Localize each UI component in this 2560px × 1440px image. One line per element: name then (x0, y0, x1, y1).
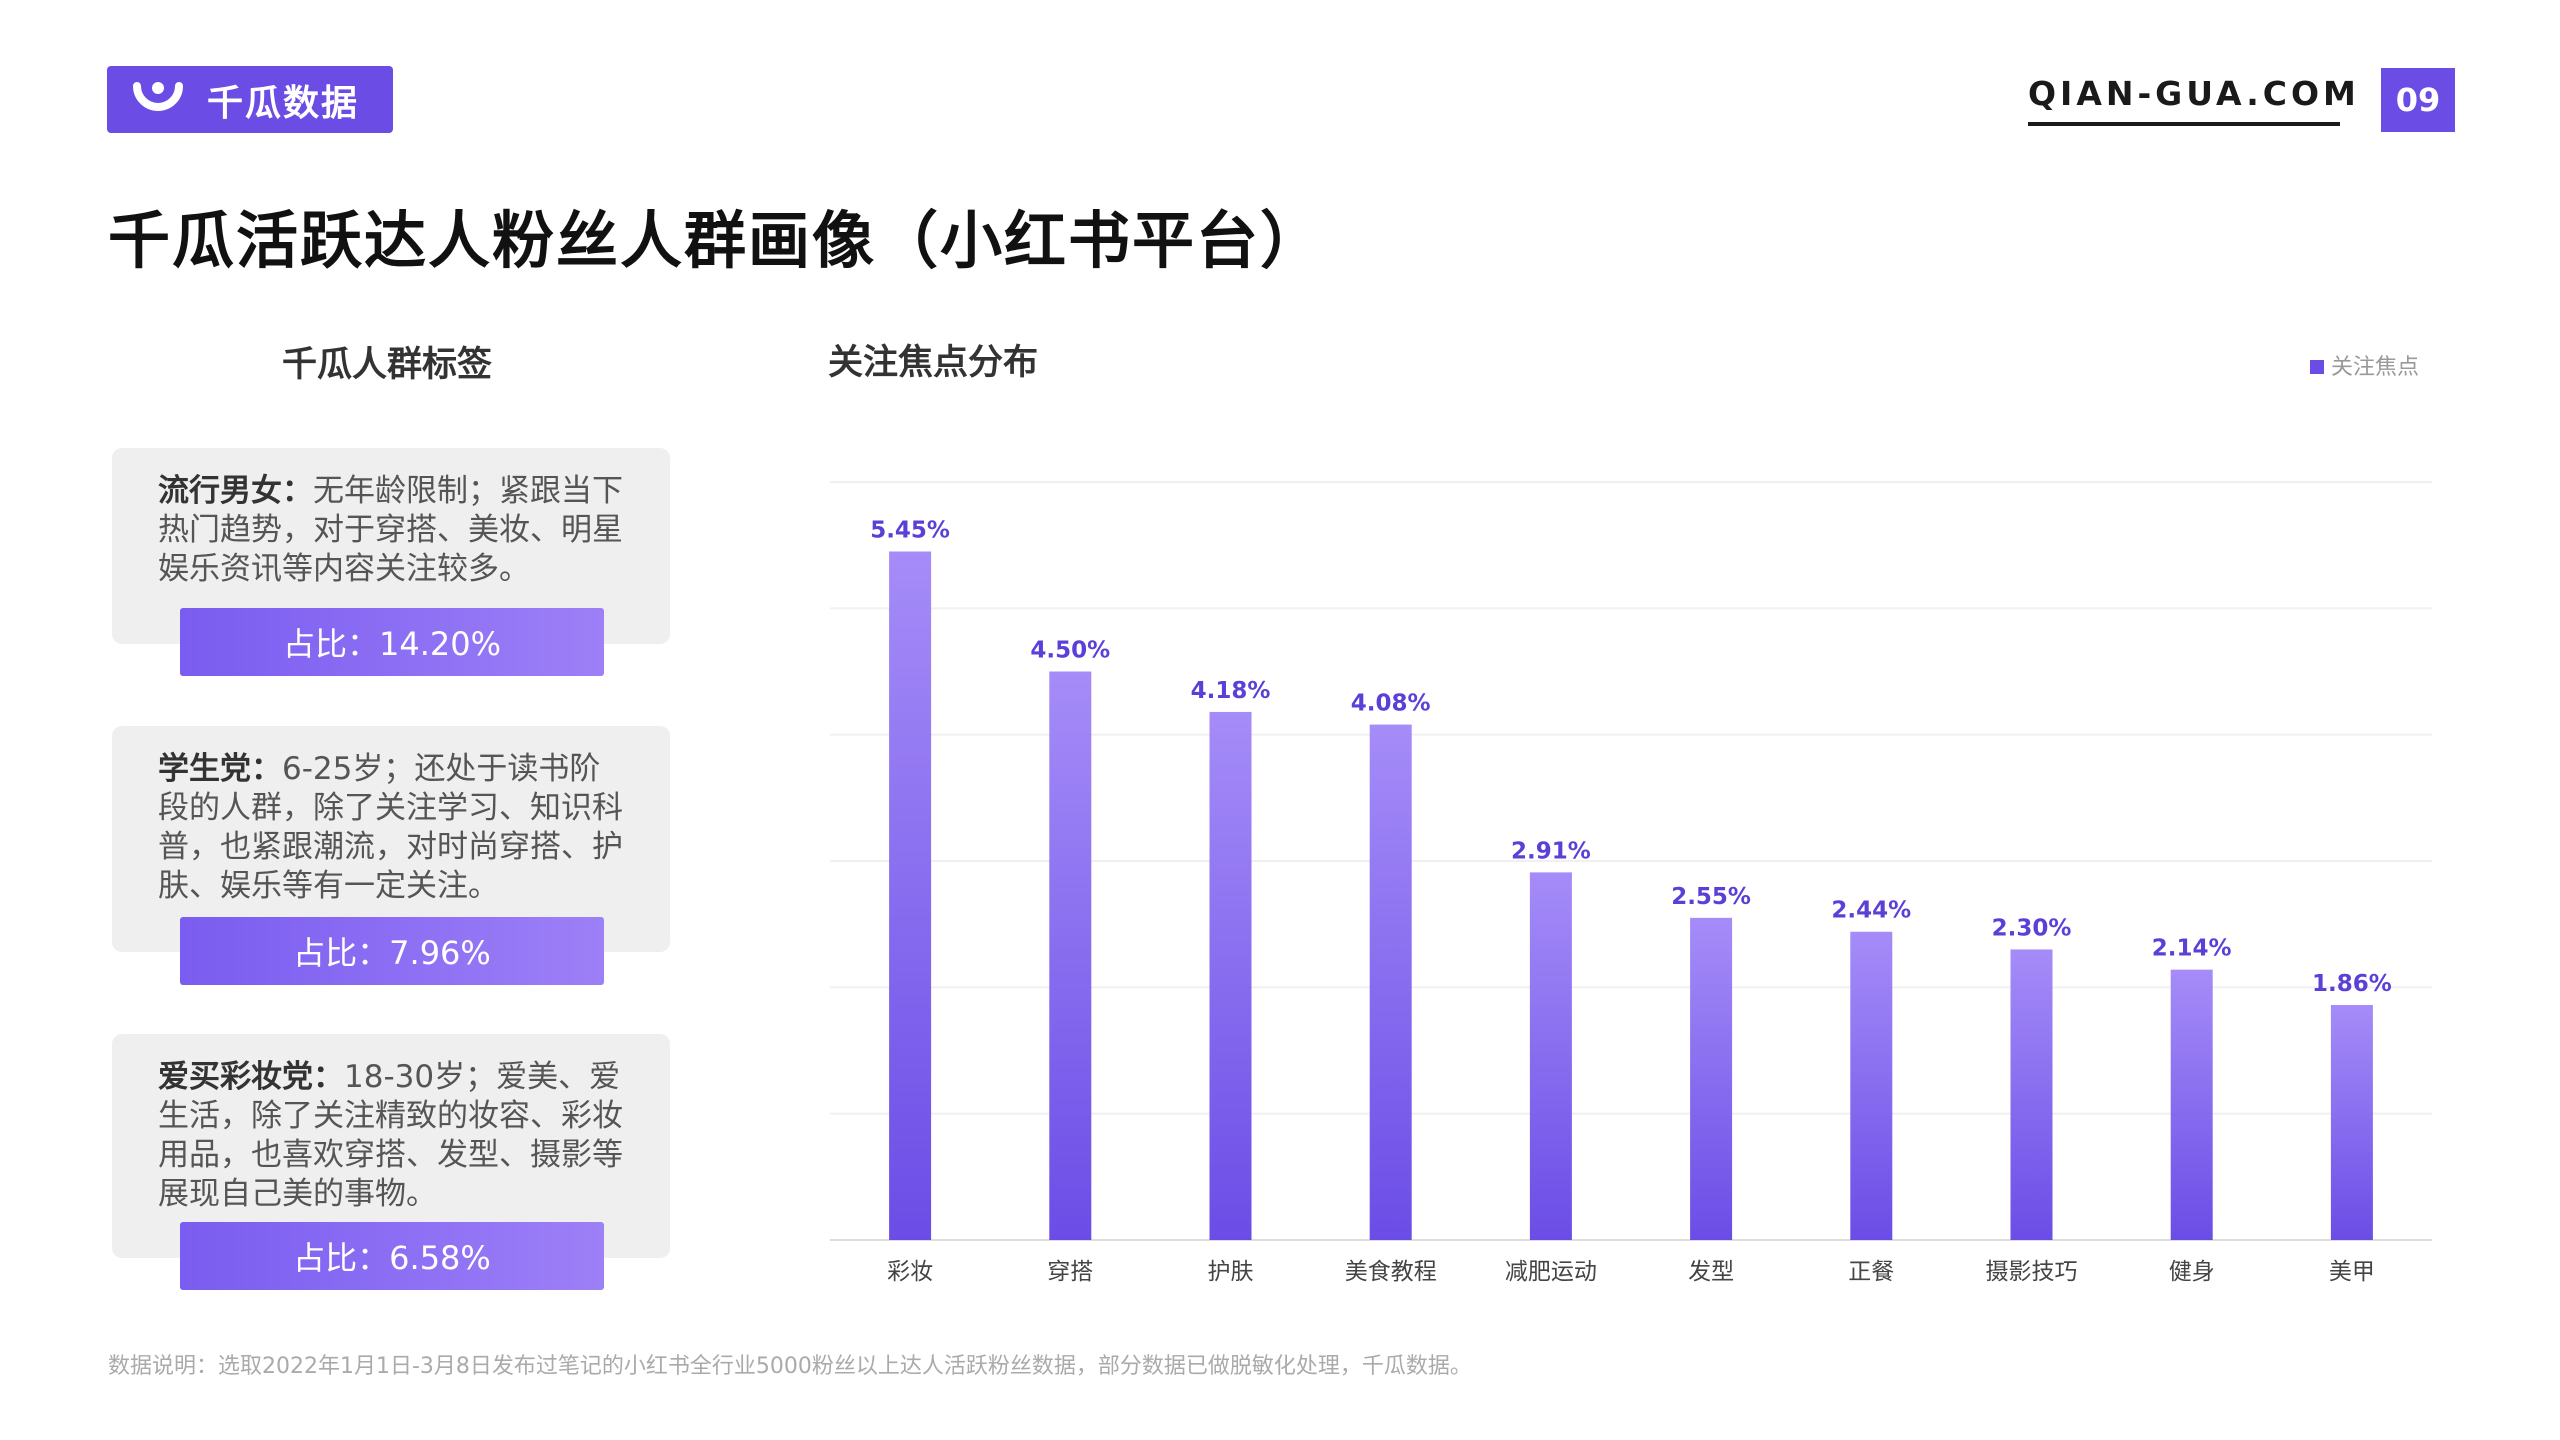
bar (2010, 949, 2053, 1240)
site-url: QIAN-GUA.COM (2028, 74, 2360, 113)
x-tick-label: 减肥运动 (1505, 1259, 1597, 1285)
bar (2170, 969, 2213, 1240)
brand-logo: 千瓜数据 (107, 66, 393, 133)
x-tick-label: 正餐 (1848, 1259, 1894, 1285)
tag-card-student: 学生党：6-25岁；还处于读书阶段的人群，除了关注学习、知识科普，也紧跟潮流，对… (112, 726, 670, 952)
x-tick-label: 发型 (1688, 1259, 1734, 1285)
bar (1369, 724, 1412, 1240)
data-label: 4.18% (1191, 678, 1271, 704)
tag-description: 学生党：6-25岁；还处于读书阶段的人群，除了关注学习、知识科普，也紧跟潮流，对… (112, 726, 670, 906)
bar (1850, 931, 1893, 1240)
page-title: 千瓜活跃达人粉丝人群画像（小红书平台） (108, 204, 1325, 277)
x-tick-label: 穿搭 (1047, 1259, 1093, 1285)
tag-name: 爱买彩妆党： (158, 1059, 344, 1095)
tag-text: 无年龄限制；紧跟当下热门趋势，对于穿搭、美妆、明星娱乐资讯等内容关注较多。 (158, 473, 623, 587)
tag-name: 学生党： (158, 751, 282, 787)
data-label: 1.86% (2312, 971, 2392, 997)
bar (1529, 872, 1572, 1240)
logo-text: 千瓜数据 (207, 82, 360, 124)
data-label: 2.44% (1831, 898, 1911, 924)
x-tick-label: 美甲 (2329, 1259, 2375, 1285)
bar (1690, 917, 1733, 1240)
data-label: 2.91% (1511, 838, 1591, 864)
data-label: 4.08% (1351, 691, 1431, 717)
x-tick-label: 彩妆 (887, 1259, 933, 1285)
tag-card-makeup: 爱买彩妆党：18-30岁；爱美、爱生活，除了关注精致的妆容、彩妆用品，也喜欢穿搭… (112, 1034, 670, 1258)
x-tick-label: 护肤 (1208, 1259, 1254, 1285)
data-note: 数据说明：选取2022年1月1日-3月8日发布过笔记的小红书全行业5000粉丝以… (108, 1354, 1472, 1379)
legend-swatch (2310, 360, 2324, 374)
tags-heading: 千瓜人群标签 (282, 345, 493, 385)
qiangua-logo-icon (133, 81, 183, 111)
tag-text: 6-25岁；还处于读书阶段的人群，除了关注学习、知识科普，也紧跟潮流，对时尚穿搭… (158, 751, 623, 904)
data-label: 5.45% (870, 517, 950, 543)
x-tick-label: 摄影技巧 (1986, 1259, 2078, 1285)
site-underline (2028, 122, 2340, 126)
share-badge: 占比：14.20% (180, 608, 604, 676)
tag-text: 18-30岁；爱美、爱生活，除了关注精致的妆容、彩妆用品，也喜欢穿搭、发型、摄影… (158, 1059, 623, 1212)
share-badge: 占比：7.96% (180, 917, 604, 985)
legend-label: 关注焦点 (2331, 355, 2419, 380)
page-number: 09 (2381, 68, 2455, 132)
bar (2330, 1005, 2373, 1240)
chart-title: 关注焦点分布 (828, 343, 1039, 383)
data-label: 2.30% (1992, 915, 2072, 941)
data-label: 4.50% (1030, 638, 1110, 664)
bar (1209, 711, 1252, 1240)
bar (889, 551, 932, 1240)
tag-name: 流行男女： (158, 473, 313, 509)
data-label: 2.55% (1671, 884, 1751, 910)
tag-description: 流行男女：无年龄限制；紧跟当下热门趋势，对于穿搭、美妆、明星娱乐资讯等内容关注较… (112, 448, 670, 589)
share-badge: 占比：6.58% (180, 1222, 604, 1290)
x-tick-label: 美食教程 (1345, 1259, 1437, 1285)
tag-description: 爱买彩妆党：18-30岁；爱美、爱生活，除了关注精致的妆容、彩妆用品，也喜欢穿搭… (112, 1034, 670, 1214)
x-tick-label: 健身 (2169, 1259, 2215, 1285)
data-label: 2.14% (2152, 936, 2232, 962)
bar (1049, 671, 1092, 1240)
